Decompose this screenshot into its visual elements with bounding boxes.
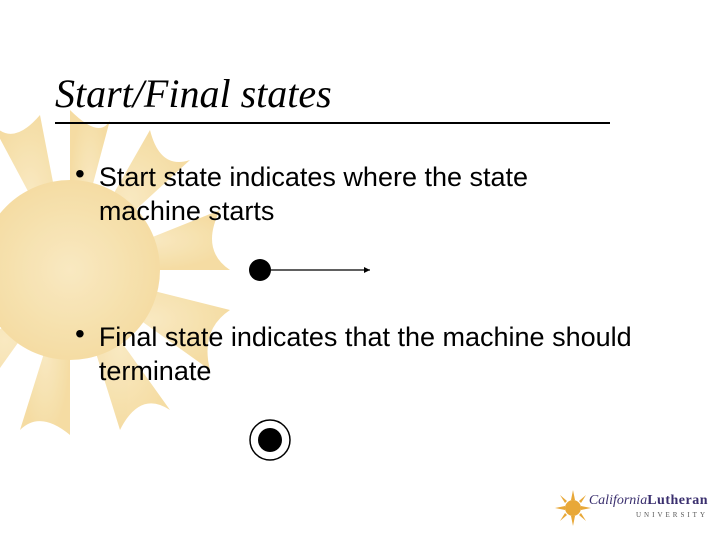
- bullet-text: Final state indicates that the machine s…: [99, 320, 635, 388]
- university-logo: CaliforniaLutheran UNIVERSITY: [553, 488, 708, 528]
- final-state-diagram: [240, 410, 300, 470]
- start-state-diagram: [240, 250, 400, 290]
- slide-title: Start/Final states: [55, 70, 332, 117]
- logo-text-california: California: [589, 493, 647, 508]
- logo-text-lutheran: Lutheran: [647, 493, 708, 508]
- title-underline: [55, 122, 610, 124]
- background-sunburst: [0, 100, 240, 440]
- logo-text-university: UNIVERSITY: [589, 508, 708, 522]
- bullet-1: • Start state indicates where the state …: [75, 160, 635, 228]
- bullet-2: • Final state indicates that the machine…: [75, 320, 635, 388]
- bullet-text: Start state indicates where the state ma…: [99, 160, 635, 228]
- logo-sunburst-icon: [553, 488, 593, 528]
- bullet-marker: •: [75, 318, 85, 350]
- bullet-marker: •: [75, 158, 85, 190]
